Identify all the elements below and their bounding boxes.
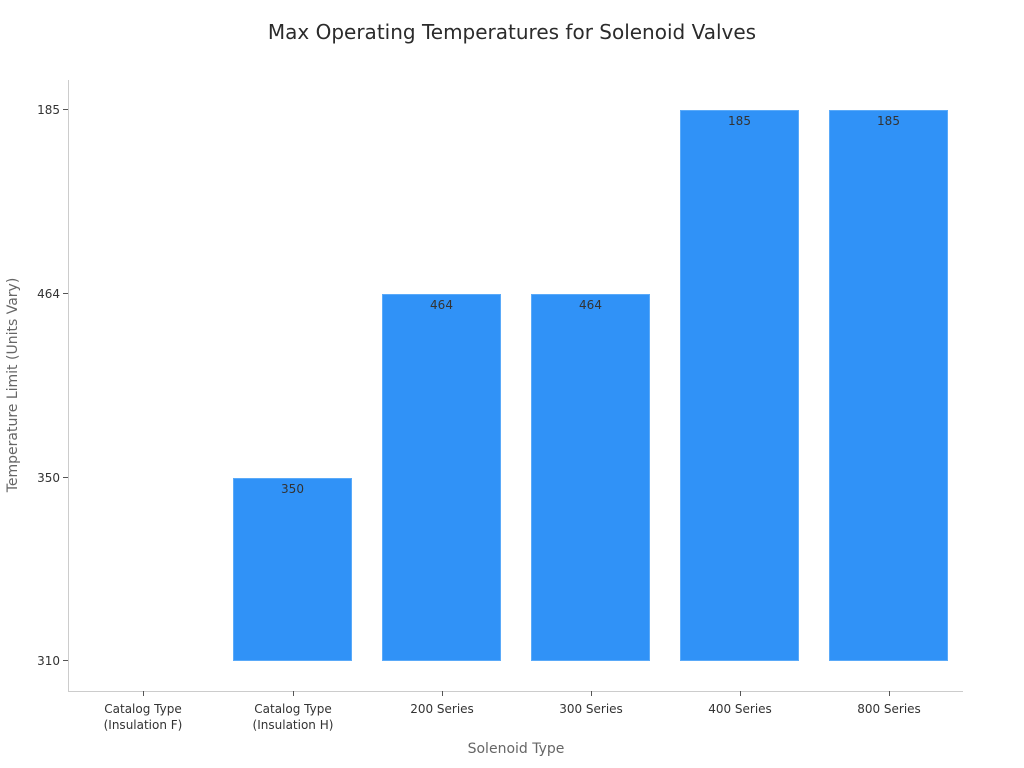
x-tick-label: Catalog Type (Insulation F): [68, 701, 218, 733]
x-tick-mark: [441, 691, 443, 696]
bar: 350: [233, 478, 352, 661]
x-tick-label-line: 400 Series: [708, 702, 772, 716]
y-tick-mark: [63, 109, 68, 110]
y-tick-label: 464: [37, 287, 60, 301]
x-tick: Catalog Type (Insulation H): [218, 691, 368, 733]
x-tick-label-line: 800 Series: [857, 702, 921, 716]
x-tick-label: Catalog Type (Insulation H): [218, 701, 368, 733]
x-axis-line: [68, 691, 963, 692]
x-tick-label-line: Catalog Type: [254, 702, 332, 716]
x-tick: 800 Series: [814, 691, 964, 717]
x-axis-title: Solenoid Type: [467, 741, 565, 757]
bar-value-label: 185: [877, 114, 900, 128]
x-tick-label-line: (Insulation F): [103, 718, 183, 732]
x-tick: 400 Series: [665, 691, 815, 717]
x-tick-label-line: 200 Series: [410, 702, 474, 716]
bar-value-label: 464: [430, 298, 453, 312]
y-tick: 350: [0, 470, 68, 486]
y-tick-mark: [63, 293, 68, 294]
x-tick-label-line: Catalog Type: [104, 702, 182, 716]
x-tick-label: 200 Series: [367, 701, 517, 717]
x-tick-mark: [739, 691, 741, 696]
x-tick-label: 300 Series: [516, 701, 666, 717]
x-tick-mark: [292, 691, 294, 696]
bar-value-label: 185: [728, 114, 751, 128]
y-axis-title: Temperature Limit (Units Vary): [5, 277, 21, 493]
bar-value-label: 464: [579, 298, 602, 312]
x-tick: 200 Series: [367, 691, 517, 717]
x-tick-mark: [888, 691, 890, 696]
y-tick-label: 185: [37, 103, 60, 117]
bar: 185: [680, 110, 799, 661]
x-tick-label-line: (Insulation H): [252, 718, 334, 732]
x-tick: Catalog Type (Insulation F): [68, 691, 218, 733]
y-tick: 464: [0, 286, 68, 302]
y-tick-mark: [63, 477, 68, 478]
bar-value-label: 350: [281, 482, 304, 496]
x-tick-label: 800 Series: [814, 701, 964, 717]
chart-title: Max Operating Temperatures for Solenoid …: [267, 20, 757, 44]
bar: 185: [829, 110, 948, 661]
x-tick-label: 400 Series: [665, 701, 815, 717]
x-tick-mark: [142, 691, 144, 696]
bar: 464: [531, 294, 650, 661]
y-axis-line: [68, 80, 69, 692]
y-tick-label: 310: [37, 654, 60, 668]
y-tick-mark: [63, 660, 68, 661]
x-tick-label-line: 300 Series: [559, 702, 623, 716]
y-tick: 185: [0, 102, 68, 118]
x-tick: 300 Series: [516, 691, 666, 717]
x-tick-mark: [590, 691, 592, 696]
y-tick-label: 350: [37, 471, 60, 485]
bar: 464: [382, 294, 501, 661]
y-tick: 310: [0, 653, 68, 669]
